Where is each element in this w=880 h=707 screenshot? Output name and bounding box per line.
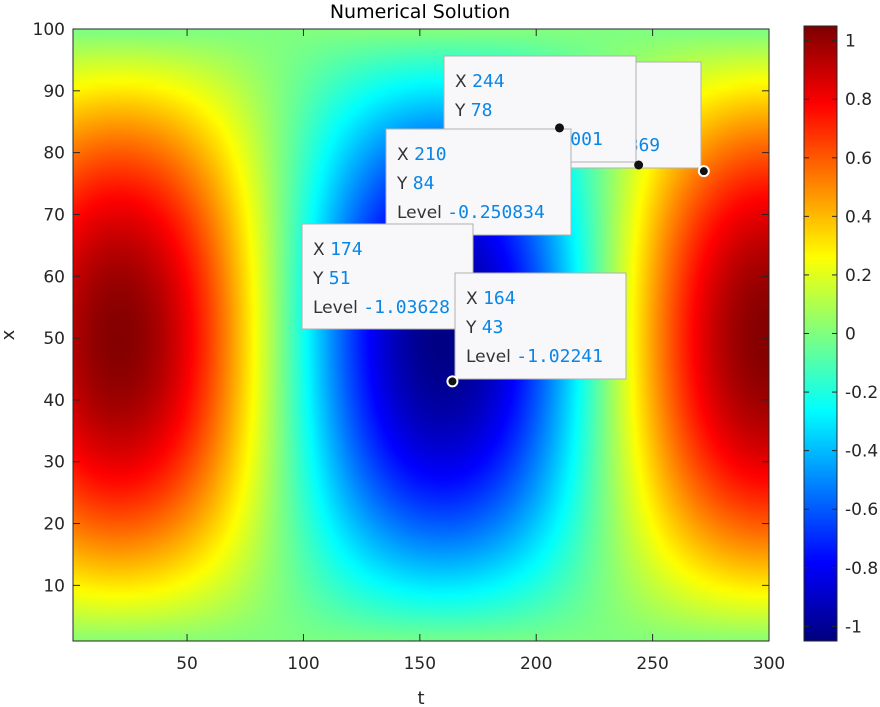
y-tick-label: 50	[43, 329, 65, 349]
y-tick-label: 60	[43, 267, 65, 287]
colorbar-tick-label: 0.6	[845, 149, 872, 169]
y-tick-label: 70	[43, 205, 65, 225]
datatip-row: Y 78	[454, 100, 492, 121]
datatip-row: X 164	[466, 288, 516, 309]
datatip-row: Level -1.03628	[313, 297, 450, 318]
datatip-row: Y 43	[465, 317, 503, 338]
colorbar-tick-label: -0.4	[845, 442, 878, 462]
y-axis-ticks: 10 20 30 40 50 60 70 80 90 100	[33, 20, 769, 596]
datatip-marker[interactable]	[446, 375, 459, 388]
colorbar-tick-label: -0.8	[845, 559, 878, 579]
colorbar-ticks: 1 0.8 0.6 0.4 0.2 0 -0.2 -0.4 -0.6 -0.8 -1	[804, 32, 878, 637]
colorbar-gradient	[804, 26, 837, 641]
datatip-row: X 174	[313, 239, 363, 260]
datatip-row: X 244	[455, 71, 505, 92]
datatip-marker[interactable]	[555, 123, 565, 133]
y-tick-label: 90	[43, 82, 65, 102]
x-tick-label: 300	[753, 654, 785, 674]
colorbar-tick-label: 0.4	[845, 207, 872, 227]
x-tick-label: 250	[636, 654, 668, 674]
chart-title: Numerical Solution	[330, 1, 510, 23]
datatip-box	[454, 272, 627, 380]
x-tick-label: 100	[287, 654, 319, 674]
x-axis-ticks: 50 100 150 200 250 300	[176, 29, 785, 674]
datatip[interactable]: X 210 Y 84 Level -0.250834	[385, 128, 572, 236]
datatip-row: X 210	[397, 144, 447, 165]
datatip[interactable]: X 174 Y 51 Level -1.03628	[301, 223, 474, 330]
colorbar-tick-label: 0	[845, 325, 856, 345]
colorbar-tick-label: 1	[845, 32, 856, 52]
datatip-box	[301, 223, 474, 330]
x-tick-label: 150	[404, 654, 436, 674]
y-tick-label: 100	[33, 20, 65, 40]
y-tick-label: 20	[43, 515, 65, 535]
x-axis-label: t	[417, 688, 424, 707]
x-tick-label: 50	[176, 654, 198, 674]
colorbar-tick-label: 0.2	[845, 266, 872, 286]
y-tick-label: 30	[43, 453, 65, 473]
y-tick-label: 40	[43, 391, 65, 411]
colorbar-tick-label: -0.6	[845, 500, 878, 520]
colorbar: 1 0.8 0.6 0.4 0.2 0 -0.2 -0.4 -0.6 -0.8 -1	[803, 25, 878, 642]
datatip-row: Level -0.250834	[397, 202, 545, 223]
plot-frame	[72, 28, 770, 642]
y-tick-label: 80	[43, 144, 65, 164]
datatip-row: Y 84	[396, 173, 434, 194]
y-axis-label: x	[0, 329, 19, 340]
y-tick-label: 10	[43, 576, 65, 596]
datatip-row: Y 51	[312, 268, 350, 289]
datatip-box	[385, 128, 572, 236]
datatip-marker[interactable]	[697, 165, 710, 178]
datatip-marker[interactable]	[634, 160, 644, 170]
colorbar-tick-label: 0.8	[845, 90, 872, 110]
colorbar-tick-label: -0.2	[845, 383, 878, 403]
datatip-row: Level -1.02241	[466, 346, 603, 367]
x-tick-label: 200	[520, 654, 552, 674]
colorbar-tick-label: -1	[845, 617, 862, 637]
datatip[interactable]: X 164 Y 43 Level -1.02241	[454, 272, 627, 380]
